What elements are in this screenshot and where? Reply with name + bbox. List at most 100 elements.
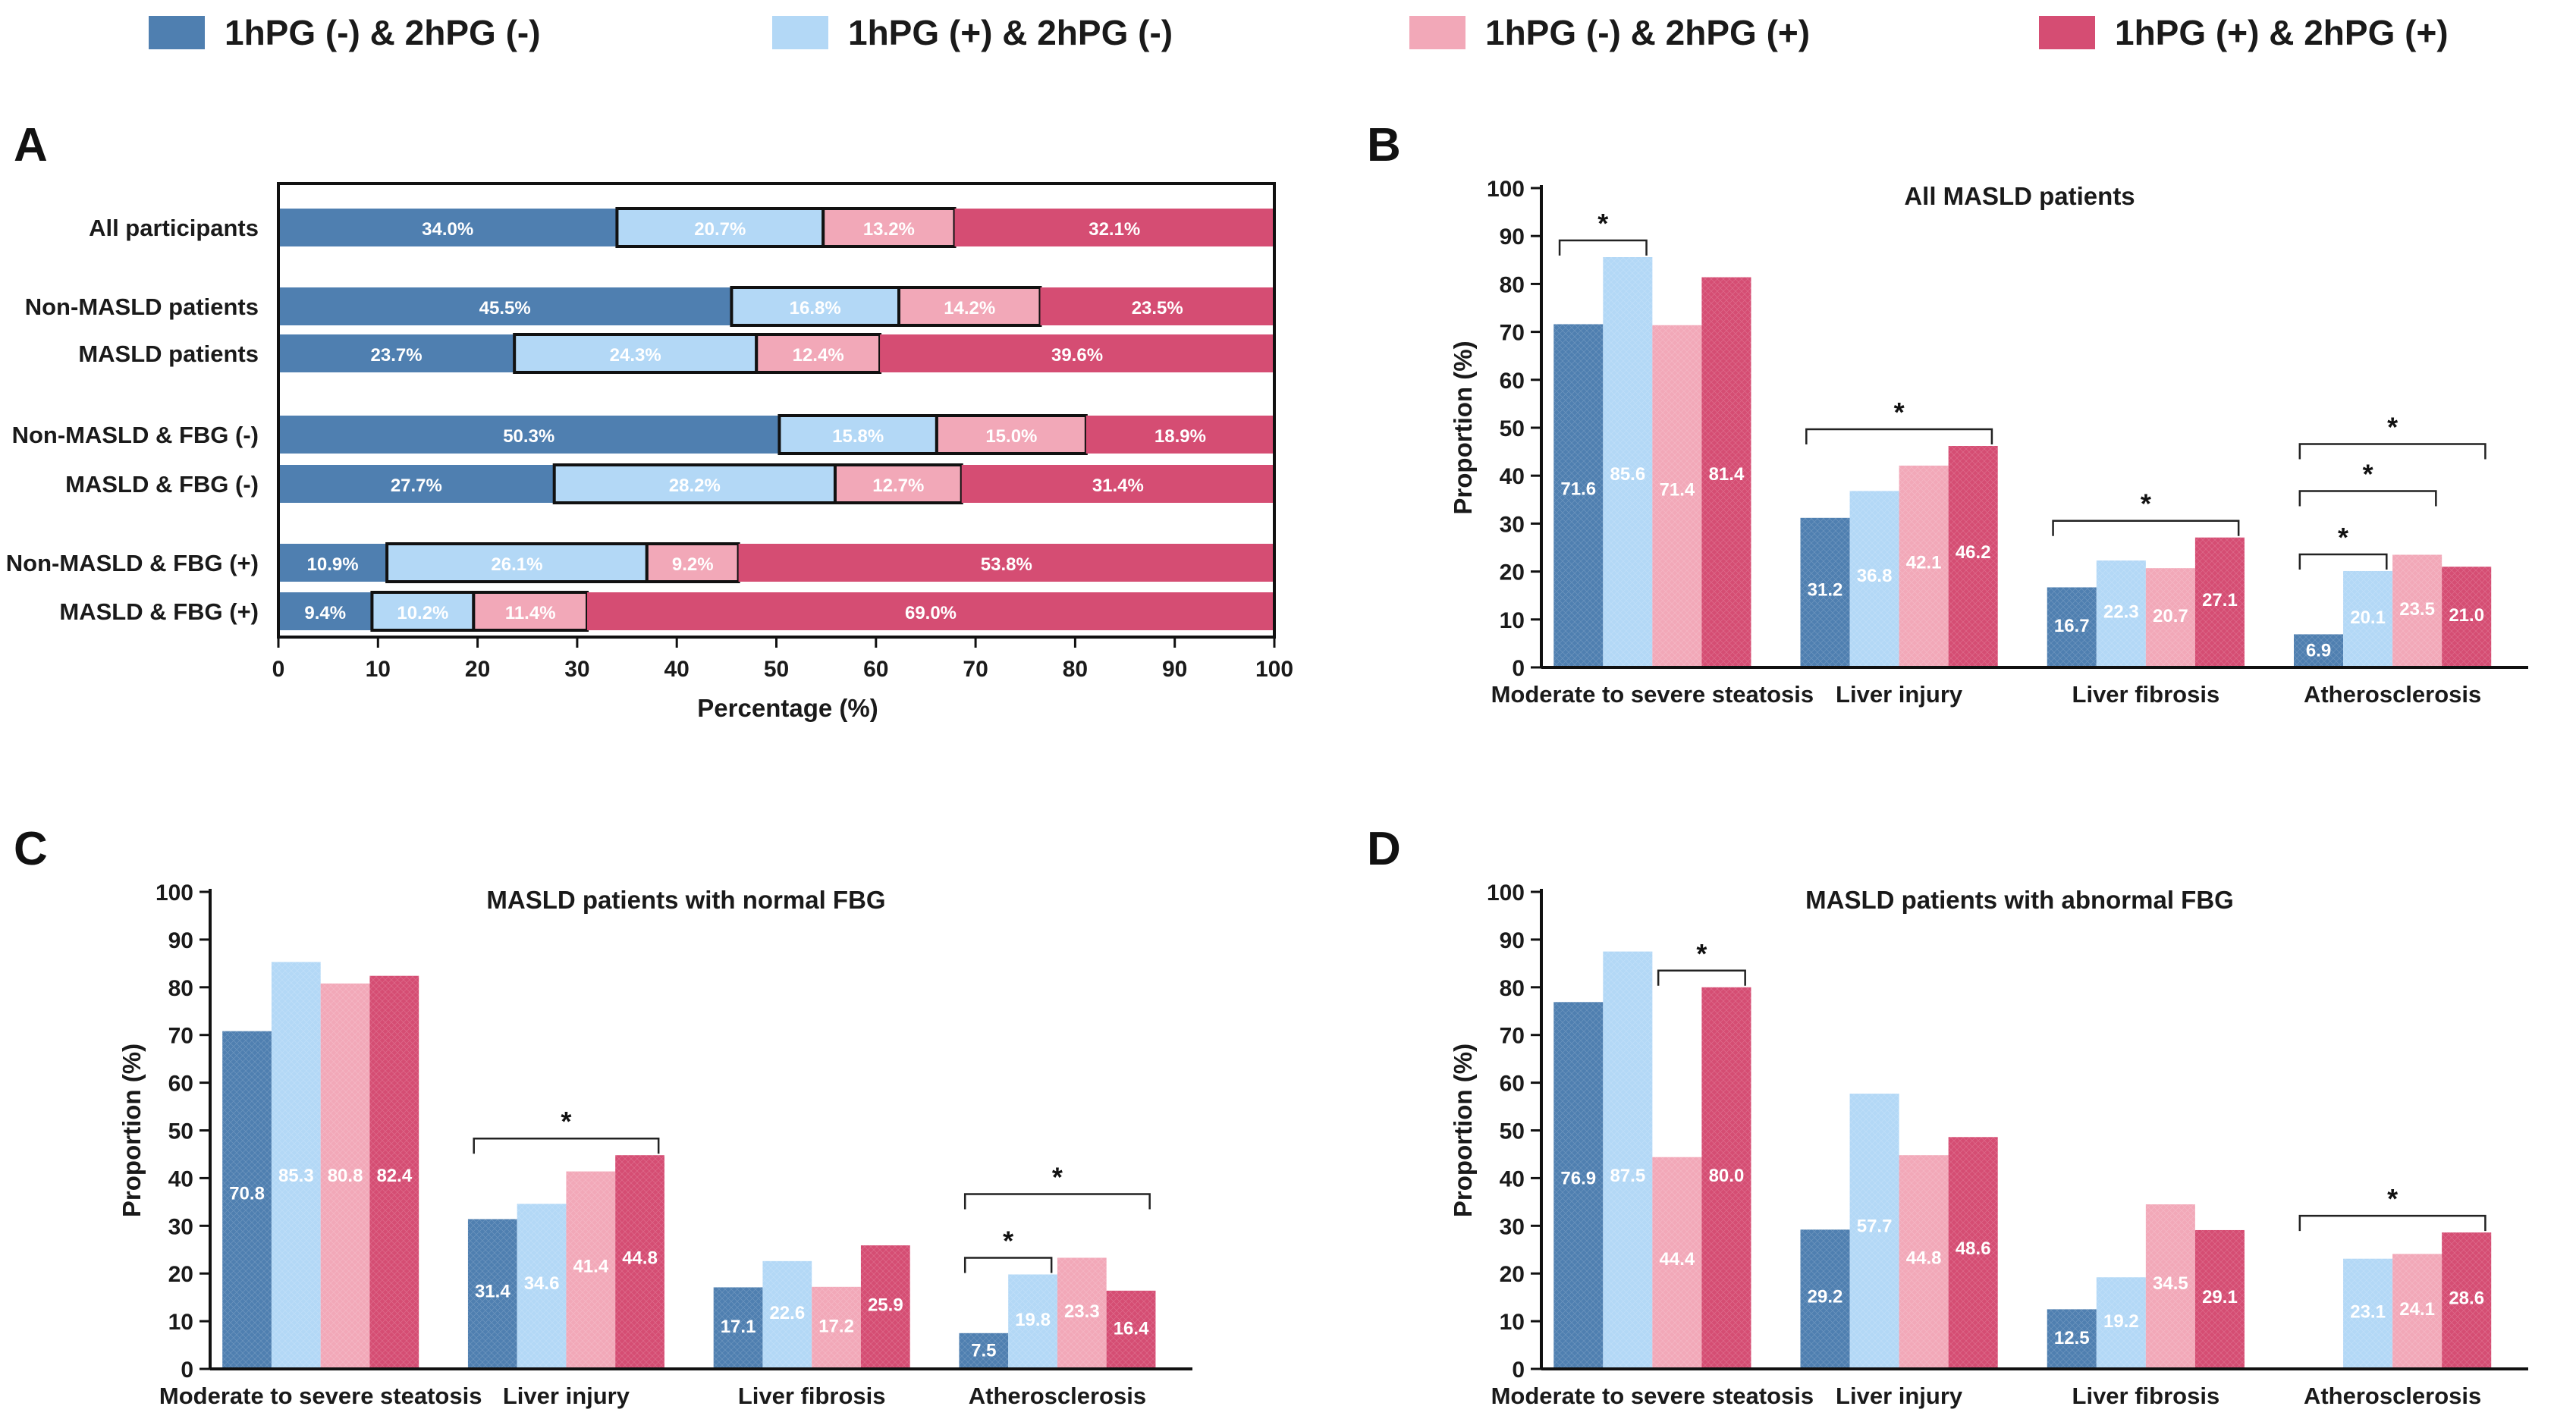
significance-bracket xyxy=(1558,239,1648,256)
significance-bracket xyxy=(473,1137,660,1154)
y-tick-label: 0 xyxy=(1512,1358,1525,1383)
bar-value-label: 17.1 xyxy=(721,1317,756,1337)
stacked-bar-segment xyxy=(1085,416,1274,454)
segment-label: 15.8% xyxy=(832,426,884,447)
x-tick-label: 0 xyxy=(272,657,285,682)
y-tick-label: 80 xyxy=(168,976,193,1001)
legend-label-3: 1hPG (-) & 2hPG (+) xyxy=(1485,13,1811,52)
y-tick-label: 40 xyxy=(1500,464,1525,489)
bar-texture xyxy=(860,1245,910,1369)
x-tick-label: 10 xyxy=(366,657,391,682)
legend-label-1: 1hPG (-) & 2hPG (-) xyxy=(225,13,541,52)
bar-texture xyxy=(812,1286,861,1369)
segment-label: 16.8% xyxy=(790,298,841,319)
significance-bracket xyxy=(2298,443,2486,460)
legend-item-2: 1hPG (+) & 2hPG (-) xyxy=(772,13,1173,52)
bar-value-label: 87.5 xyxy=(1610,1166,1645,1186)
bar-texture xyxy=(2194,537,2245,667)
bar-value-label: 17.2 xyxy=(818,1317,854,1337)
segment-label: 50.3% xyxy=(503,426,554,447)
bar-value-label: 22.6 xyxy=(769,1303,805,1323)
segment-label: 12.7% xyxy=(872,476,924,496)
bar-texture xyxy=(2047,1309,2097,1369)
significance-bracket xyxy=(2298,490,2437,507)
segment-label: 15.0% xyxy=(985,426,1037,447)
y-tick-label: 30 xyxy=(1500,1214,1525,1239)
significance-bracket xyxy=(1805,428,1993,445)
bar-texture xyxy=(1899,1155,1949,1369)
x-tick-label: 90 xyxy=(1162,657,1187,682)
category-label: Atherosclerosis xyxy=(2304,681,2481,708)
bar-texture xyxy=(1899,465,1949,667)
y-tick-label: 20 xyxy=(1500,1262,1525,1287)
bar-texture xyxy=(1057,1257,1107,1369)
significance-bracket xyxy=(963,1193,1151,1210)
y-tick-label: 50 xyxy=(168,1119,193,1144)
bar-value-label: 57.7 xyxy=(1857,1216,1893,1236)
bar-value-label: 34.6 xyxy=(524,1273,560,1294)
bar-value-label: 81.4 xyxy=(1709,464,1745,485)
chart-title: MASLD patients with normal FBG xyxy=(486,886,885,914)
row-label: MASLD patients xyxy=(78,341,259,367)
y-tick-label: 100 xyxy=(1487,881,1525,906)
bar-value-label: 27.1 xyxy=(2202,590,2238,611)
segment-label: 24.3% xyxy=(610,345,661,366)
significance-marker: * xyxy=(1894,397,1905,428)
significance-marker: * xyxy=(2387,1183,2398,1214)
bar-texture xyxy=(1948,1137,1998,1369)
segment-label: 9.4% xyxy=(304,603,346,623)
segment-label: 20.7% xyxy=(694,219,746,240)
bar-value-label: 19.2 xyxy=(2103,1311,2139,1332)
bar-texture xyxy=(959,1333,1009,1369)
bar-value-label: 20.1 xyxy=(2350,607,2386,628)
stacked-bar-segment xyxy=(935,414,1088,455)
bar-value-label: 24.1 xyxy=(2399,1299,2435,1320)
bar-texture xyxy=(320,983,370,1369)
stacked-bar-segment xyxy=(278,416,780,454)
row-label: Non-MASLD & FBG (-) xyxy=(12,422,259,448)
bar-texture xyxy=(1800,517,1850,667)
segment-label: 23.7% xyxy=(371,345,423,366)
bar-value-label: 31.4 xyxy=(475,1281,510,1301)
x-tick-label: 60 xyxy=(863,657,888,682)
bar-texture xyxy=(1106,1290,1156,1369)
stacked-bar-segment xyxy=(278,592,372,630)
bar-value-label: 71.4 xyxy=(1660,479,1695,500)
segment-label: 18.9% xyxy=(1154,426,1206,447)
category-label: Moderate to severe steatosis xyxy=(159,1383,482,1409)
significance-bracket xyxy=(1657,969,1746,986)
row-label: Non-MASLD patients xyxy=(25,294,259,320)
bar-texture xyxy=(271,962,321,1369)
bar-texture xyxy=(2343,1258,2393,1369)
bar-value-label: 31.2 xyxy=(1808,579,1843,600)
bar-texture xyxy=(1008,1274,1057,1369)
segment-label: 12.4% xyxy=(793,345,844,366)
significance-marker: * xyxy=(1696,938,1707,969)
significance-bracket xyxy=(2298,553,2388,570)
significance-marker: * xyxy=(2387,411,2398,442)
segment-label: 11.4% xyxy=(505,603,556,623)
row-label: Non-MASLD & FBG (+) xyxy=(6,550,259,576)
segment-label: 69.0% xyxy=(905,603,957,623)
bar-value-label: 23.5 xyxy=(2399,599,2435,620)
bar-value-label: 29.1 xyxy=(2202,1287,2238,1307)
segment-label: 39.6% xyxy=(1051,345,1103,366)
bar-texture xyxy=(222,1031,272,1369)
bar-value-label: 23.1 xyxy=(2350,1301,2386,1322)
y-tick-label: 70 xyxy=(1500,1024,1525,1049)
row-label: All participants xyxy=(89,215,259,241)
bar-texture xyxy=(1652,325,1702,667)
stacked-bar-segment xyxy=(961,465,1274,503)
segment-label: 23.5% xyxy=(1132,298,1183,319)
bar-texture xyxy=(1849,1094,1899,1369)
y-axis-title: Proportion (%) xyxy=(1449,341,1477,514)
bar-value-label: 71.6 xyxy=(1560,479,1596,500)
segment-label: 45.5% xyxy=(479,298,531,319)
y-tick-label: 0 xyxy=(181,1358,193,1383)
bar-texture xyxy=(566,1171,616,1369)
bar-texture xyxy=(1701,987,1751,1369)
legend-label-2: 1hPG (+) & 2hPG (-) xyxy=(848,13,1173,52)
bar-texture xyxy=(2294,634,2344,667)
bar-value-label: 12.5 xyxy=(2054,1328,2090,1348)
